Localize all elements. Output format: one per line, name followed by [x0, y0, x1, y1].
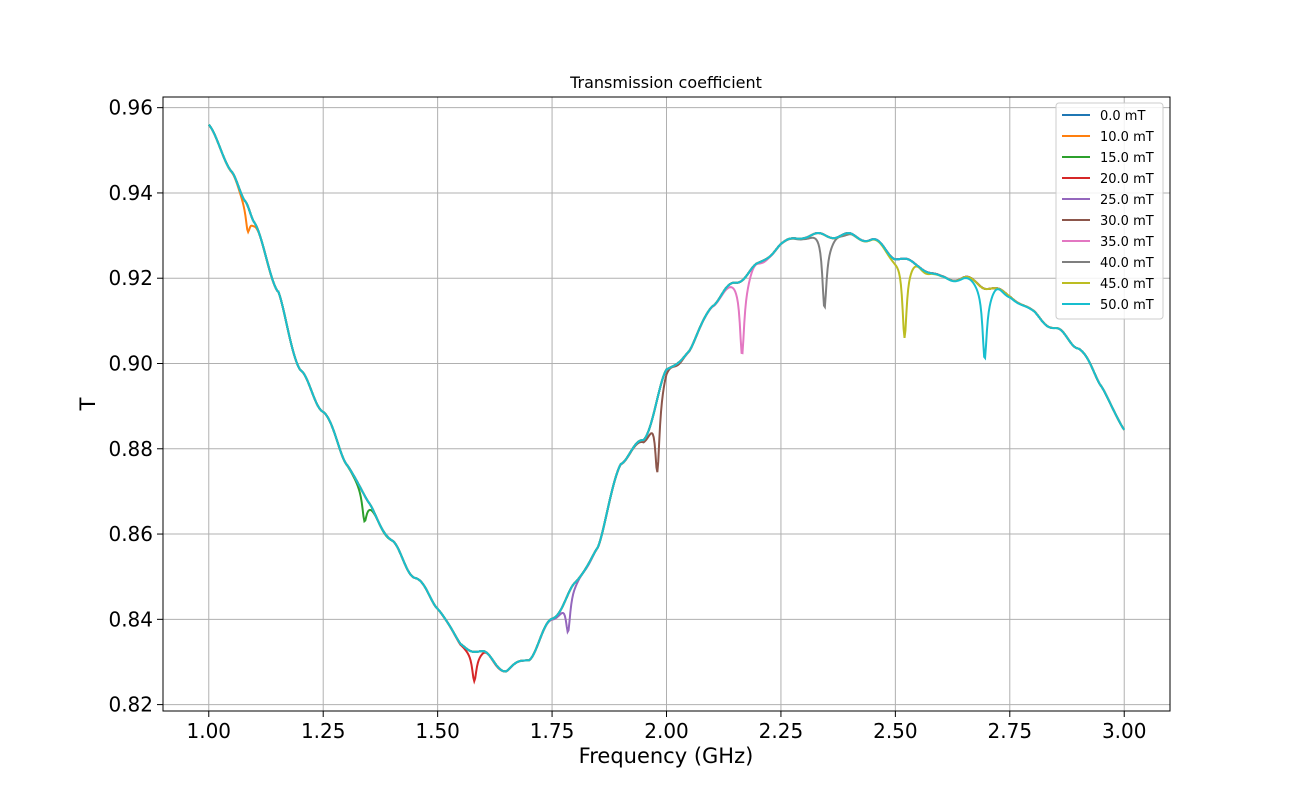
legend-label: 20.0 mT — [1100, 172, 1154, 187]
x-tick-label: 3.00 — [1102, 719, 1147, 743]
legend-label: 35.0 mT — [1100, 235, 1154, 250]
y-tick-label: 0.92 — [108, 266, 153, 290]
x-tick-label: 1.50 — [415, 719, 460, 743]
y-tick-label: 0.96 — [108, 96, 153, 120]
y-tick-label: 0.94 — [108, 181, 153, 205]
legend-label: 10.0 mT — [1100, 130, 1154, 145]
y-tick-label: 0.90 — [108, 351, 153, 375]
legend: 0.0 mT 10.0 mT 15.0 mT 20.0 mT 25.0 mT 30.0 m… — [1055, 102, 1164, 320]
x-tick-label: 2.50 — [873, 719, 918, 743]
legend-label: 40.0 mT — [1100, 256, 1154, 271]
x-axis-label: Frequency (GHz) — [579, 744, 754, 768]
series-lines — [208, 124, 1126, 685]
grid — [163, 97, 1170, 711]
y-tick-label: 0.84 — [108, 607, 153, 631]
x-tick-label: 1.00 — [187, 719, 232, 743]
legend-label: 25.0 mT — [1100, 193, 1154, 208]
x-tick-label: 1.25 — [301, 719, 346, 743]
x-tick-label: 2.00 — [644, 719, 689, 743]
x-tick-label: 2.75 — [988, 719, 1033, 743]
y-axis-label: T — [76, 397, 100, 411]
legend-label: 0.0 mT — [1100, 109, 1145, 124]
x-tick-label: 2.25 — [759, 719, 804, 743]
series-line — [208, 124, 1126, 673]
x-axis: 1.00 1.25 1.50 1.75 2.00 2.25 2.50 2.75 3.00 — [187, 711, 1147, 743]
y-tick-label: 0.82 — [108, 693, 153, 717]
legend-label: 45.0 mT — [1100, 277, 1154, 292]
y-tick-label: 0.86 — [108, 522, 153, 546]
legend-label: 50.0 mT — [1100, 298, 1154, 313]
x-tick-label: 1.75 — [530, 719, 575, 743]
chart-title: Transmission coefficient — [569, 73, 762, 92]
legend-label: 30.0 mT — [1100, 214, 1154, 229]
y-axis: 0.82 0.84 0.86 0.88 0.90 0.92 0.94 0.96 — [108, 96, 163, 717]
legend-label: 15.0 mT — [1100, 151, 1154, 166]
y-tick-label: 0.88 — [108, 437, 153, 461]
